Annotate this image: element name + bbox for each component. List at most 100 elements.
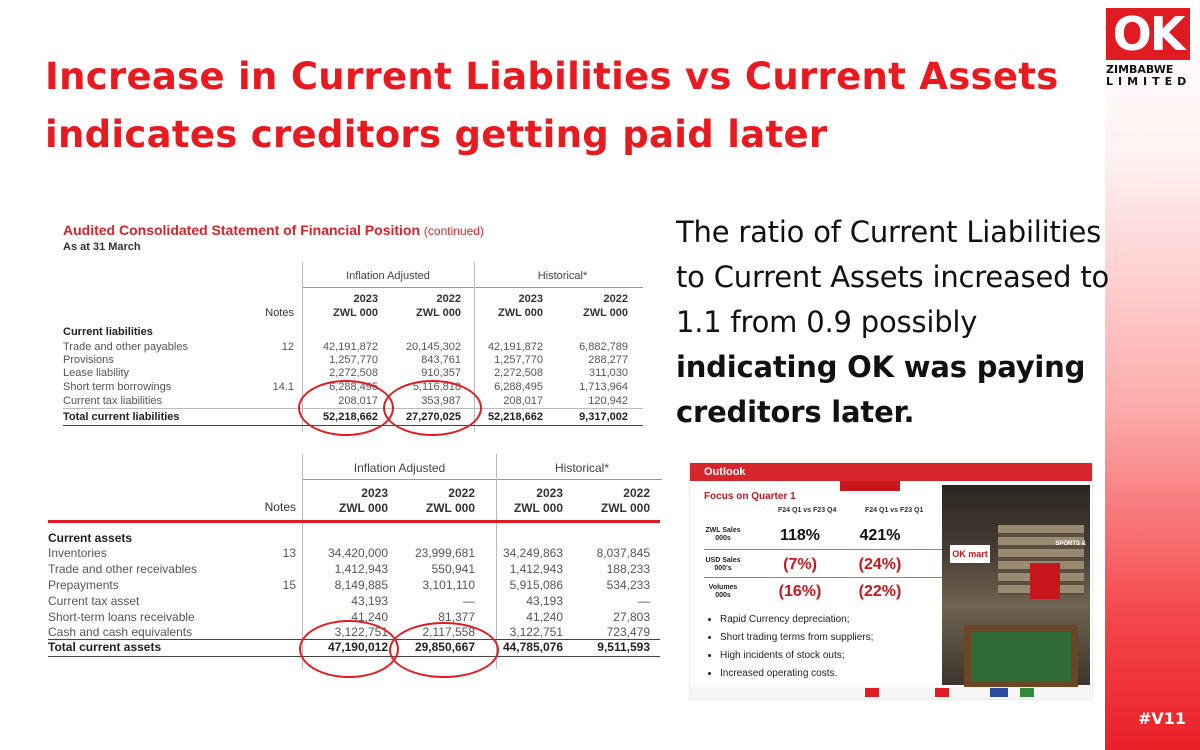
row-label: Inventories: [48, 546, 107, 560]
highlight-circle: [389, 622, 499, 678]
row-value: 2,272,508: [494, 367, 543, 379]
outlook-row-label-line2: 000s: [715, 592, 731, 599]
col-year-label: 2022: [623, 486, 650, 500]
assets-table: Inflation Adjusted Historical* Notes 202…: [34, 450, 664, 678]
outlook-value: (7%): [783, 556, 817, 573]
outlook-row-label: ZWL Sales 000s: [704, 527, 742, 543]
statement-subtitle: As at 31 March: [63, 241, 141, 253]
outlook-col2: F24 Q1 vs F23 Q1: [865, 507, 924, 514]
food-logo-icon: [1020, 688, 1034, 697]
group-historical: Historical*: [554, 461, 609, 475]
row-value: 1,412,943: [334, 562, 388, 576]
section-current-assets: Current assets: [48, 531, 133, 545]
total-value: 9,511,593: [597, 640, 650, 654]
col-unit-label: ZWL 000: [582, 307, 628, 319]
group-divider: [302, 479, 662, 480]
highlight-circle: [299, 620, 399, 678]
row-value: 43,193: [526, 594, 563, 608]
ok-logo-icon: [865, 688, 879, 697]
outlook-bullet: High incidents of stock outs;: [720, 647, 873, 665]
row-value: 311,030: [589, 367, 628, 379]
ok-zimbabwe-logo: OK ZIMBABWE LIMITED: [1106, 8, 1194, 100]
row-value: 81,377: [438, 610, 475, 624]
total-label: Total current assets: [48, 640, 162, 654]
row-value: 34,420,000: [327, 546, 388, 560]
statement-title-suffix: (continued): [423, 224, 484, 238]
row-value: 8,037,845: [596, 546, 650, 560]
row-label: Provisions: [63, 354, 114, 366]
col-year-label: 2023: [353, 293, 378, 305]
slide-title: Increase in Current Liabilities vs Curre…: [45, 55, 1059, 156]
logo-line2: LIMITED: [1106, 75, 1192, 88]
row-value: 120,942: [588, 395, 628, 407]
store-interior-photo: OK mart SPORTS &: [942, 485, 1090, 689]
outlook-row-label: USD Sales 000's: [704, 557, 742, 573]
outlook-header: Outlook: [690, 463, 1092, 481]
row-label: Trade and other receivables: [48, 562, 197, 576]
row-value: 34,249,863: [502, 546, 563, 560]
total-value: 52,218,662: [487, 411, 543, 423]
row-label: Short term borrowings: [63, 381, 172, 393]
row-value: 2,272,508: [329, 367, 378, 379]
logo-line1: ZIMBABWE: [1106, 63, 1174, 76]
col-unit-label: ZWL 000: [332, 307, 378, 319]
col-year-label: 2022: [603, 293, 628, 305]
column-divider: [302, 454, 303, 669]
col-year: 2023 ZWL 000: [302, 486, 388, 516]
outlook-bullet: Increased operating costs.: [720, 665, 873, 683]
outlook-bullets: Rapid Currency depreciation; Short tradi…: [710, 611, 873, 683]
okmart-logo-icon: [935, 688, 949, 697]
col-year-label: 2022: [448, 486, 475, 500]
row-note: 14.1: [272, 381, 294, 393]
group-inflation-adjusted: Inflation Adjusted: [346, 270, 430, 282]
logo-mark: OK: [1106, 8, 1190, 60]
commentary-plain: The ratio of Current Liabilities to Curr…: [676, 215, 1110, 339]
sports-sign: SPORTS &: [1055, 541, 1086, 547]
col-year: 2023 ZWL 000: [477, 486, 563, 516]
col-year-label: 2023: [536, 486, 563, 500]
commentary-bold: indicating OK was paying creditors later…: [676, 350, 1086, 429]
outlook-footer: [690, 687, 1092, 699]
col-unit-label: ZWL 000: [338, 501, 388, 515]
row-value: 5,915,086: [509, 578, 563, 592]
row-value: 550,941: [431, 562, 475, 576]
col-year: 2022 ZWL 000: [564, 486, 650, 516]
row-value: 1,713,964: [579, 381, 628, 393]
row-label: Cash and cash equivalents: [48, 625, 193, 639]
row-label: Trade and other payables: [63, 341, 188, 353]
row-value: 3,101,110: [422, 578, 476, 592]
row-value: 910,357: [421, 367, 461, 379]
highlight-circle: [383, 380, 482, 436]
outlook-row-label-line2: 000's: [714, 565, 732, 572]
row-value: —: [638, 594, 650, 608]
row-note: 13: [282, 546, 296, 560]
row-label: Short-term loans receivable: [48, 610, 195, 624]
row-value: 20,145,302: [405, 341, 461, 353]
row-value: 43,193: [351, 594, 388, 608]
row-label: Prepayments: [48, 578, 119, 592]
commentary-text: The ratio of Current Liabilities to Curr…: [676, 210, 1116, 435]
okmart-sign: OK mart: [950, 545, 990, 563]
maxwell-logo-icon: [990, 688, 1008, 697]
col-unit-label: ZWL 000: [425, 501, 475, 515]
row-value: 27,803: [613, 610, 650, 624]
outlook-value: 421%: [859, 527, 901, 544]
outlook-row-label-line1: ZWL Sales: [705, 527, 741, 534]
row-value: 1,412,943: [509, 562, 563, 576]
row-value: 8,149,885: [334, 578, 388, 592]
row-value: —: [463, 594, 475, 608]
outlook-row-divider: [704, 549, 944, 550]
highlight-circle: [298, 380, 394, 436]
total-label: Total current liabilities: [63, 411, 180, 423]
outlook-row-divider: [704, 577, 944, 578]
col-unit-label: ZWL 000: [600, 501, 650, 515]
version-tag: #V11: [1137, 709, 1186, 728]
col-year-label: 2022: [436, 293, 461, 305]
outlook-bullet: Rapid Currency depreciation;: [720, 611, 873, 629]
row-value: 1,257,770: [494, 354, 543, 366]
col-year-label: 2023: [361, 486, 388, 500]
outlook-value: (16%): [778, 583, 822, 600]
row-value: 843,761: [421, 354, 461, 366]
col-year: 2022 ZWL 000: [389, 486, 475, 516]
section-current-liabilities: Current liabilities: [63, 326, 153, 338]
